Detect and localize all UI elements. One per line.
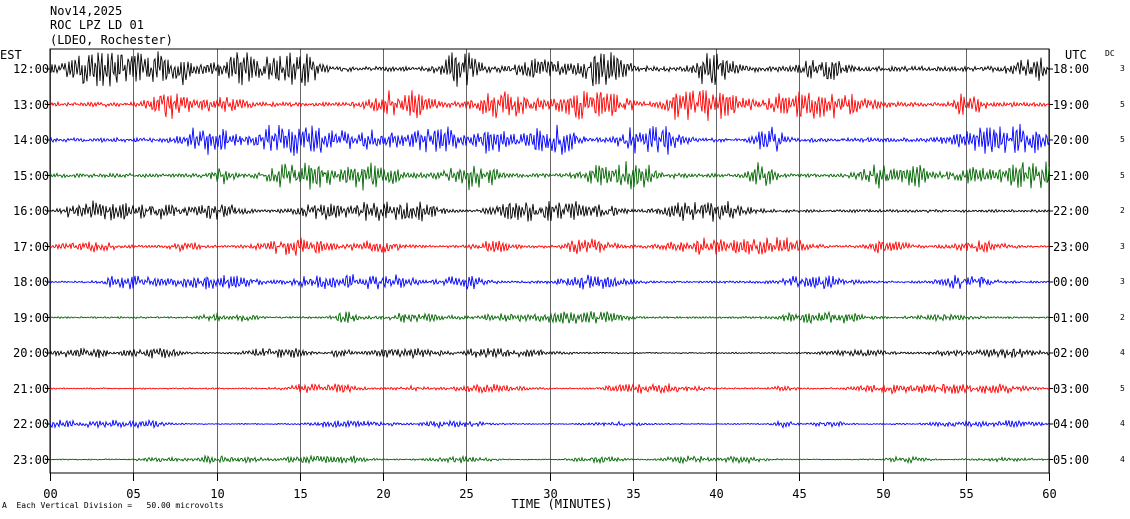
x-tick-label-55: 55 bbox=[959, 487, 974, 501]
x-tick-label-45: 45 bbox=[792, 487, 807, 501]
est-label-1700: 17:00 bbox=[13, 239, 50, 254]
trace-2100 bbox=[49, 382, 1050, 395]
est-label-1900: 19:00 bbox=[13, 310, 50, 325]
trace-2300 bbox=[49, 454, 1050, 465]
utc-label-1900: 19:00 bbox=[1053, 97, 1090, 112]
dc-value-1600: 2 bbox=[1120, 206, 1125, 215]
x-tick-label-20: 20 bbox=[376, 487, 391, 501]
x-axis-title: TIME (MINUTES) bbox=[511, 497, 613, 511]
x-tick-label-05: 05 bbox=[126, 487, 141, 501]
est-label-1500: 15:00 bbox=[13, 168, 50, 183]
utc-label-0000: 00:00 bbox=[1053, 275, 1090, 289]
trace-2200 bbox=[49, 418, 1050, 430]
est-label-2300: 23:00 bbox=[13, 452, 50, 467]
x-tick-label-50: 50 bbox=[876, 487, 891, 501]
trace-1600 bbox=[49, 200, 1050, 222]
footer-mark: A bbox=[2, 501, 7, 510]
est-label-1600: 16:00 bbox=[13, 204, 50, 218]
dc-value-1400: 5 bbox=[1120, 135, 1125, 144]
utc-label-1800: 18:00 bbox=[1053, 62, 1090, 76]
dc-value-1700: 3 bbox=[1120, 241, 1125, 251]
footer-text: Each Vertical Division = 50.00 microvolt… bbox=[16, 501, 224, 510]
dc-value-2300: 4 bbox=[1120, 454, 1125, 464]
est-label-1800: 18:00 bbox=[13, 275, 50, 289]
est-label-1200: 12:00 bbox=[13, 62, 50, 76]
x-tick-label-10: 10 bbox=[210, 487, 225, 501]
utc-label-2300: 23:00 bbox=[1053, 239, 1090, 254]
dc-axis-title: DC bbox=[1105, 49, 1115, 58]
x-tick-label-00: 00 bbox=[43, 487, 58, 501]
station-location: (LDEO, Rochester) bbox=[50, 33, 173, 47]
est-label-1300: 13:00 bbox=[13, 97, 50, 112]
station-date: Nov14,2025 bbox=[50, 4, 123, 18]
scale-footer: A Each Vertical Division = 50.00 microvo… bbox=[2, 501, 224, 510]
dc-value-1500: 5 bbox=[1120, 170, 1125, 180]
dc-value-2000: 4 bbox=[1120, 348, 1125, 357]
est-label-2000: 20:00 bbox=[13, 346, 50, 360]
trace-1800 bbox=[49, 274, 1050, 290]
trace-1300 bbox=[49, 89, 1050, 121]
utc-label-0100: 01:00 bbox=[1053, 310, 1090, 325]
trace-1900 bbox=[50, 310, 1050, 325]
dc-value-1200: 3 bbox=[1120, 64, 1125, 73]
dc-value-1800: 3 bbox=[1120, 277, 1125, 286]
trace-1700 bbox=[49, 237, 1050, 256]
station-code: ROC LPZ LD 01 bbox=[50, 18, 144, 32]
utc-label-2200: 22:00 bbox=[1053, 204, 1090, 218]
dc-value-2200: 4 bbox=[1120, 419, 1125, 428]
trace-2000 bbox=[49, 347, 1050, 360]
x-tick-label-15: 15 bbox=[293, 487, 308, 501]
utc-label-0300: 03:00 bbox=[1053, 381, 1090, 396]
x-tick-label-60: 60 bbox=[1042, 487, 1057, 501]
est-axis-title: EST bbox=[0, 48, 22, 62]
est-label-1400: 14:00 bbox=[13, 133, 50, 147]
utc-label-0500: 05:00 bbox=[1053, 452, 1090, 467]
x-tick-label-30: 30 bbox=[543, 487, 558, 501]
utc-label-0400: 04:00 bbox=[1053, 417, 1090, 431]
x-tick-label-40: 40 bbox=[709, 487, 724, 501]
dc-value-2100: 5 bbox=[1120, 383, 1125, 393]
dc-value-1900: 2 bbox=[1120, 312, 1125, 322]
utc-label-2000: 20:00 bbox=[1053, 133, 1090, 147]
trace-1500 bbox=[49, 161, 1050, 191]
est-label-2100: 21:00 bbox=[13, 381, 50, 396]
est-label-2200: 22:00 bbox=[13, 417, 50, 431]
x-tick-label-35: 35 bbox=[626, 487, 641, 501]
x-tick-label-25: 25 bbox=[459, 487, 474, 501]
plot-frame bbox=[49, 48, 1050, 474]
dc-value-1300: 5 bbox=[1120, 99, 1125, 109]
trace-1200 bbox=[49, 51, 1050, 87]
utc-label-2100: 21:00 bbox=[1053, 168, 1090, 183]
trace-1400 bbox=[49, 123, 1050, 156]
utc-label-0200: 02:00 bbox=[1053, 346, 1090, 360]
utc-axis-title: UTC bbox=[1065, 48, 1087, 62]
